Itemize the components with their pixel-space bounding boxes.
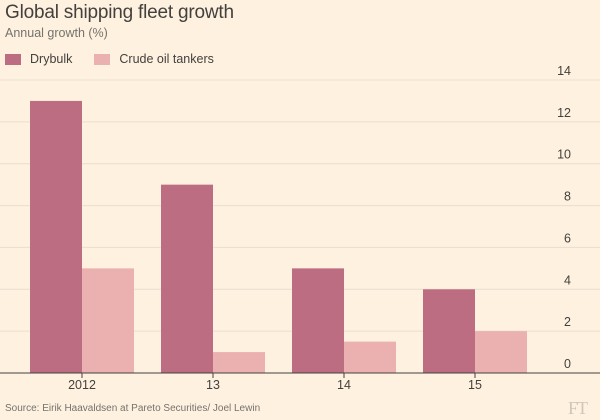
y-tick-label: 8: [564, 190, 571, 204]
chart-subtitle: Annual growth (%): [5, 26, 108, 40]
x-tick-label: 13: [206, 378, 220, 392]
legend-swatch-crude-oil-tankers: [94, 53, 111, 65]
y-tick-label: 6: [564, 231, 571, 245]
x-tick-label: 2012: [68, 378, 96, 392]
bar-drybulk: [292, 268, 344, 373]
y-tick-label: 0: [564, 357, 571, 371]
y-tick-label: 10: [557, 148, 571, 162]
legend-swatch-drybulk: [5, 53, 21, 65]
bar-drybulk: [423, 289, 475, 373]
bar-drybulk: [30, 100, 82, 373]
y-tick-label: 4: [564, 273, 571, 287]
legend-item-crude-oil-tankers: Crude oil tankers: [94, 52, 214, 66]
legend-label-crude-oil-tankers: Crude oil tankers: [119, 52, 214, 66]
y-tick-label: 2: [564, 315, 571, 329]
y-tick-label: 14: [557, 64, 571, 78]
bar-crude-oil-tankers: [475, 331, 527, 373]
x-tick-label: 15: [468, 378, 482, 392]
bar-crude-oil-tankers: [344, 341, 396, 373]
bar-crude-oil-tankers: [213, 352, 265, 373]
bar-crude-oil-tankers: [82, 268, 134, 373]
bar-drybulk: [161, 184, 213, 373]
legend-item-drybulk: Drybulk: [5, 52, 72, 66]
x-tick-label: 14: [337, 378, 351, 392]
chart-title: Global shipping fleet growth: [5, 2, 234, 23]
source-note: Source: Eirik Haavaldsen at Pareto Secur…: [5, 403, 261, 414]
legend-label-drybulk: Drybulk: [30, 52, 73, 66]
ft-logo: FT: [568, 398, 588, 418]
legend: Drybulk Crude oil tankers: [5, 52, 236, 66]
y-tick-label: 12: [557, 106, 571, 120]
